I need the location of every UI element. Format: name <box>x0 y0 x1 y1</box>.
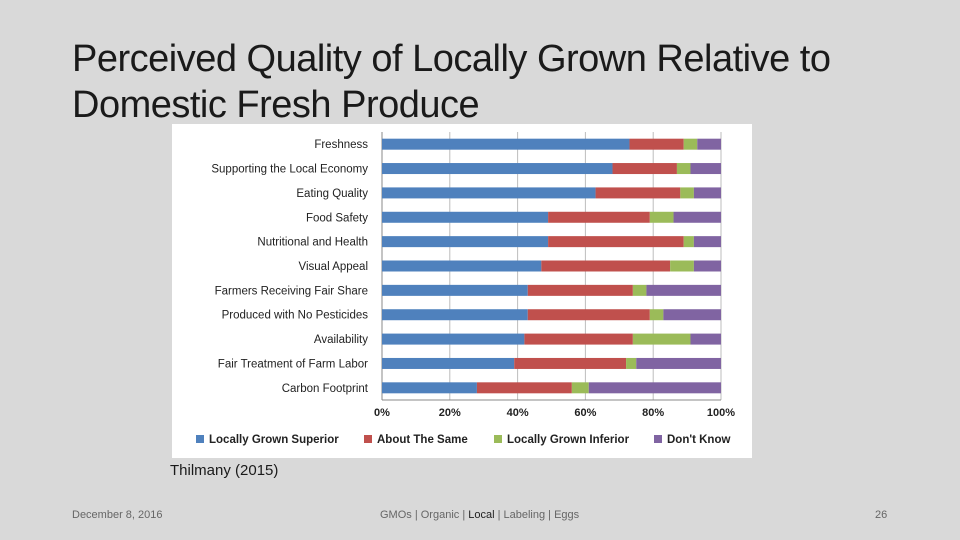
slide-title-line-2: Domestic Fresh Produce <box>72 84 480 126</box>
chart-panel: 0% 20% 40% 60% 80% 100% Freshness Supporting th… <box>172 124 752 458</box>
category-label: Availability <box>314 334 368 346</box>
bar-segment <box>636 357 721 369</box>
bar-segment <box>595 187 681 199</box>
footer-topics-tail: | Labeling | Eggs <box>494 509 580 521</box>
legend-swatch <box>494 435 502 443</box>
bar-segment <box>382 163 613 175</box>
bar-segment <box>382 187 596 199</box>
category-label: Farmers Receiving Fair Share <box>215 285 368 297</box>
slide-title: Perceived Quality of Locally Grown Relat… <box>72 36 932 128</box>
bar-segment <box>663 309 721 321</box>
footer-topics-lead: GMOs | Organic | <box>380 509 469 521</box>
bar-segment <box>693 187 721 199</box>
stacked-bar-chart: 0% 20% 40% 60% 80% 100% Freshness Supporting th… <box>196 132 735 446</box>
x-tick-label: 80% <box>642 407 664 419</box>
category-label: Fair Treatment of Farm Labor <box>218 358 368 370</box>
bar-segment <box>683 236 694 248</box>
bar-segment <box>697 138 721 150</box>
bar-segment <box>382 284 528 296</box>
bar-segment <box>649 211 674 223</box>
x-tick-label: 20% <box>439 407 461 419</box>
bar-segment <box>382 333 525 345</box>
page-number: 26 <box>875 509 888 521</box>
bar-segment <box>693 236 721 248</box>
bar-segment <box>382 236 549 248</box>
legend-label: About The Same <box>377 434 468 446</box>
bar-segment <box>382 138 630 150</box>
bar-segment <box>382 309 528 321</box>
bar-segment <box>676 163 691 175</box>
bar-segment <box>626 357 637 369</box>
legend-swatch <box>654 435 662 443</box>
category-label: Carbon Footprint <box>282 383 369 395</box>
legend-swatch <box>196 435 204 443</box>
bar-segment <box>382 260 542 272</box>
bar-segment <box>548 211 650 223</box>
category-label: Freshness <box>314 139 368 151</box>
footer-date: December 8, 2016 <box>72 509 163 521</box>
category-label: Produced with No Pesticides <box>222 310 369 322</box>
bar-segment <box>690 333 721 345</box>
footer-topics: GMOs | Organic | Local | Labeling | Eggs <box>380 509 579 521</box>
x-tick-label: 40% <box>507 407 529 419</box>
bar-segment <box>612 163 677 175</box>
bar-segment <box>673 211 721 223</box>
category-label: Nutritional and Health <box>257 237 368 249</box>
bar-segment <box>527 284 633 296</box>
bar-segment <box>646 284 721 296</box>
bar-segment <box>683 138 698 150</box>
bar-segment <box>571 382 589 394</box>
category-label: Food Safety <box>306 212 368 224</box>
footer-topic-current: Local <box>468 509 495 521</box>
bar-segment <box>527 309 650 321</box>
legend-label: Locally Grown Superior <box>209 434 339 446</box>
bar-segment <box>382 382 477 394</box>
bar-segment <box>541 260 671 272</box>
legend-swatch <box>364 435 372 443</box>
category-label: Visual Appeal <box>299 261 368 273</box>
bar-segment <box>514 357 627 369</box>
bar-segment <box>632 333 691 345</box>
bar-segment <box>548 236 684 248</box>
bar-segment <box>680 187 694 199</box>
slide-title-line-1: Perceived Quality of Locally Grown Relat… <box>72 38 831 80</box>
bar-segment <box>382 211 549 223</box>
category-label: Supporting the Local Economy <box>211 164 368 176</box>
x-tick-label: 100% <box>707 407 735 419</box>
bar-segment <box>524 333 633 345</box>
x-tick-label: 60% <box>574 407 596 419</box>
bar-segment <box>649 309 664 321</box>
category-label: Eating Quality <box>296 188 368 200</box>
bar-segment <box>476 382 572 394</box>
bar-segment <box>382 357 515 369</box>
legend-label: Don't Know <box>667 434 730 446</box>
source-citation: Thilmany (2015) <box>170 462 279 479</box>
x-tick-label: 0% <box>374 407 390 419</box>
bar-segment <box>690 163 721 175</box>
legend-label: Locally Grown Inferior <box>507 434 630 446</box>
bar-segment <box>632 284 647 296</box>
bar-segment <box>629 138 684 150</box>
bar-segment <box>588 382 721 394</box>
bar-segment <box>670 260 694 272</box>
bar-segment <box>693 260 721 272</box>
